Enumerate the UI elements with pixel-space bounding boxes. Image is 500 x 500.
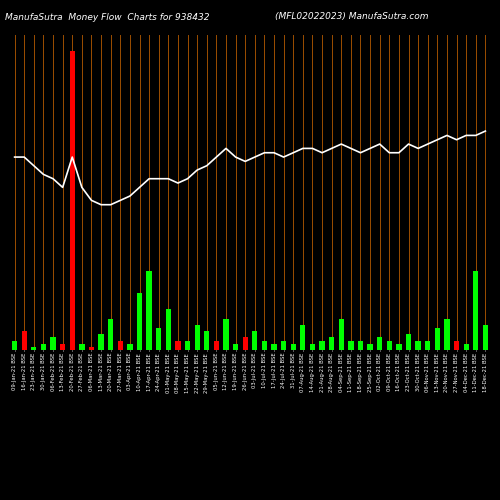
Bar <box>464 344 469 350</box>
Bar <box>281 340 286 350</box>
Bar <box>368 344 372 350</box>
Bar <box>22 331 27 350</box>
Bar <box>290 344 296 350</box>
Bar <box>41 344 46 350</box>
Bar <box>483 325 488 350</box>
Bar <box>233 344 238 350</box>
Bar <box>434 328 440 350</box>
Bar <box>386 340 392 350</box>
Bar <box>396 344 402 350</box>
Bar <box>444 318 450 350</box>
Bar <box>70 51 75 350</box>
Bar <box>310 344 315 350</box>
Bar <box>60 344 66 350</box>
Bar <box>425 340 430 350</box>
Bar <box>12 340 17 350</box>
Bar <box>31 347 36 350</box>
Bar <box>406 334 411 350</box>
Bar <box>79 344 84 350</box>
Bar <box>89 347 94 350</box>
Bar <box>272 344 276 350</box>
Bar <box>473 271 478 350</box>
Bar <box>166 309 171 350</box>
Bar <box>50 338 56 350</box>
Bar <box>214 340 219 350</box>
Text: ManufaSutra  Money Flow  Charts for 938432: ManufaSutra Money Flow Charts for 938432 <box>5 12 210 22</box>
Text: (MFL02022023) ManufaSutra.com: (MFL02022023) ManufaSutra.com <box>275 12 428 22</box>
Bar <box>262 340 267 350</box>
Bar <box>146 271 152 350</box>
Bar <box>156 328 162 350</box>
Bar <box>338 318 344 350</box>
Bar <box>98 334 103 350</box>
Bar <box>454 340 459 350</box>
Bar <box>137 294 142 350</box>
Bar <box>224 318 228 350</box>
Bar <box>252 331 258 350</box>
Bar <box>358 340 363 350</box>
Bar <box>320 340 324 350</box>
Bar <box>128 344 132 350</box>
Bar <box>242 338 248 350</box>
Bar <box>416 340 421 350</box>
Bar <box>329 338 334 350</box>
Bar <box>118 340 123 350</box>
Bar <box>185 340 190 350</box>
Bar <box>204 331 210 350</box>
Bar <box>108 318 114 350</box>
Bar <box>300 325 306 350</box>
Bar <box>348 340 354 350</box>
Bar <box>377 338 382 350</box>
Bar <box>176 340 180 350</box>
Bar <box>194 325 200 350</box>
